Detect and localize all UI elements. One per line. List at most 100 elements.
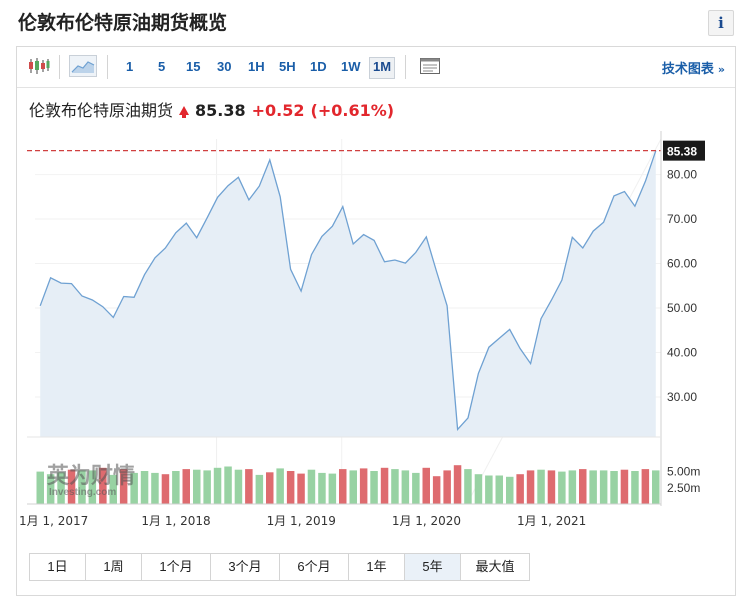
volume-bar	[266, 472, 274, 504]
watermark-logo: 英为财情	[47, 463, 135, 489]
y-tick-label: 80.00	[667, 168, 697, 182]
range-1m[interactable]: 1个月	[142, 554, 211, 580]
price-change: +0.52	[251, 101, 305, 120]
technical-chart-label: 技术图表	[661, 62, 714, 77]
volume-bar	[276, 468, 284, 504]
price-chart[interactable]: 80.00 70.00 60.00 50.00 40.00 30.00 85.38 5.00m…	[17, 47, 735, 547]
price-change-percent: (+0.61%)	[310, 101, 395, 120]
info-button[interactable]: i	[708, 10, 734, 36]
volume-bar	[464, 469, 472, 504]
area-chart-icon[interactable]	[69, 55, 97, 77]
volume-bar	[307, 469, 316, 504]
volume-bar	[224, 466, 232, 504]
toolbar-divider	[59, 55, 60, 79]
volume-bar	[568, 470, 577, 504]
volume-bar	[474, 474, 483, 504]
x-tick-label: 1月 1, 2019	[267, 514, 336, 528]
interval-1min[interactable]: 1	[126, 59, 134, 74]
range-1y[interactable]: 1年	[349, 554, 405, 580]
volume-bar	[245, 469, 253, 504]
volume-bar	[391, 469, 399, 504]
volume-bar	[57, 472, 65, 504]
volume-bar	[443, 470, 451, 504]
toolbar-divider	[405, 55, 406, 79]
interval-1d[interactable]: 1D	[310, 59, 327, 74]
chart-layout-icon[interactable]	[419, 56, 443, 76]
volume-bar	[610, 471, 618, 504]
volume-bar	[380, 467, 389, 504]
volume-bar	[339, 469, 347, 504]
last-price: 85.38	[195, 101, 246, 120]
volume-bar	[88, 470, 97, 504]
volume-bar	[432, 476, 441, 504]
price-tag-label: 85.38	[667, 145, 697, 159]
volume-bar	[318, 472, 326, 504]
up-arrow-icon	[179, 106, 190, 118]
chart-panel: 1 5 15 30 1H 5H 1D 1W 1M 技术图表» 伦敦布伦特原油期货…	[16, 46, 736, 596]
volume-bar	[526, 470, 535, 504]
page-title: 伦敦布伦特原油期货概览	[18, 12, 228, 34]
interval-5min[interactable]: 5	[158, 59, 166, 74]
volume-bar	[119, 469, 128, 504]
range-6m[interactable]: 6个月	[280, 554, 349, 580]
volume-bar	[193, 469, 201, 504]
volume-bar	[359, 468, 368, 504]
interval-1w[interactable]: 1W	[341, 59, 361, 74]
volume-bar	[599, 470, 608, 504]
interval-1m[interactable]: 1M	[369, 57, 396, 79]
volume-bar	[579, 469, 587, 504]
price-area-fill	[40, 150, 656, 437]
volume-bar	[495, 475, 503, 504]
x-tick-label: 1月 1, 2017	[19, 514, 88, 528]
volume-bar	[641, 469, 650, 504]
y-tick-label: 50.00	[667, 301, 697, 315]
y-tick-label: 60.00	[667, 257, 697, 271]
volume-bar	[109, 474, 117, 504]
volume-bar	[36, 471, 44, 504]
volume-bar	[370, 471, 378, 504]
volume-bar	[161, 474, 170, 504]
candlestick-chart-icon[interactable]	[27, 56, 51, 76]
volume-bar	[422, 467, 430, 504]
watermark-logo-sub: Investing.com	[49, 487, 116, 498]
volume-bar	[255, 474, 264, 504]
technical-chart-link[interactable]: 技术图表»	[662, 58, 725, 77]
x-tick-label: 1月 1, 2020	[392, 514, 461, 528]
double-chevron-right-icon: »	[717, 63, 725, 76]
volume-bar	[151, 472, 159, 504]
range-1w[interactable]: 1周	[86, 554, 142, 580]
volume-tick-label: 5.00m	[667, 465, 700, 479]
interval-15min[interactable]: 15	[186, 59, 201, 74]
interval-30min[interactable]: 30	[217, 59, 232, 74]
volume-bar	[234, 469, 243, 504]
volume-bar	[589, 470, 597, 504]
volume-bar	[78, 470, 86, 504]
volume-bar	[67, 469, 76, 504]
volume-bar	[537, 469, 545, 504]
range-3m[interactable]: 3个月	[211, 554, 280, 580]
range-1d[interactable]: 1日	[30, 554, 86, 580]
volume-bar	[130, 472, 138, 504]
volume-bar	[286, 471, 295, 504]
range-5y[interactable]: 5年	[405, 554, 461, 580]
volume-bar	[516, 474, 524, 504]
volume-tick-label: 2.50m	[667, 481, 700, 495]
volume-bar	[203, 470, 211, 504]
volume-bar	[412, 472, 420, 504]
interval-5h[interactable]: 5H	[279, 59, 296, 74]
toolbar-divider	[107, 55, 108, 79]
range-max[interactable]: 最大值	[461, 554, 529, 580]
volume-bar	[506, 476, 514, 504]
volume-bar	[485, 475, 493, 504]
x-tick-label: 1月 1, 2018	[141, 514, 210, 528]
volume-bar	[620, 469, 629, 504]
instrument-name: 伦敦布伦特原油期货	[29, 101, 174, 120]
interval-1h[interactable]: 1H	[248, 59, 265, 74]
y-tick-label: 70.00	[667, 212, 697, 226]
volume-bar	[547, 470, 556, 504]
volume-bar	[213, 467, 222, 504]
y-tick-label: 40.00	[667, 345, 697, 359]
volume-bar	[99, 467, 107, 504]
price-tag	[663, 140, 705, 161]
quote-header: 伦敦布伦特原油期货 85.38 +0.52 (+0.61%)	[29, 97, 394, 121]
